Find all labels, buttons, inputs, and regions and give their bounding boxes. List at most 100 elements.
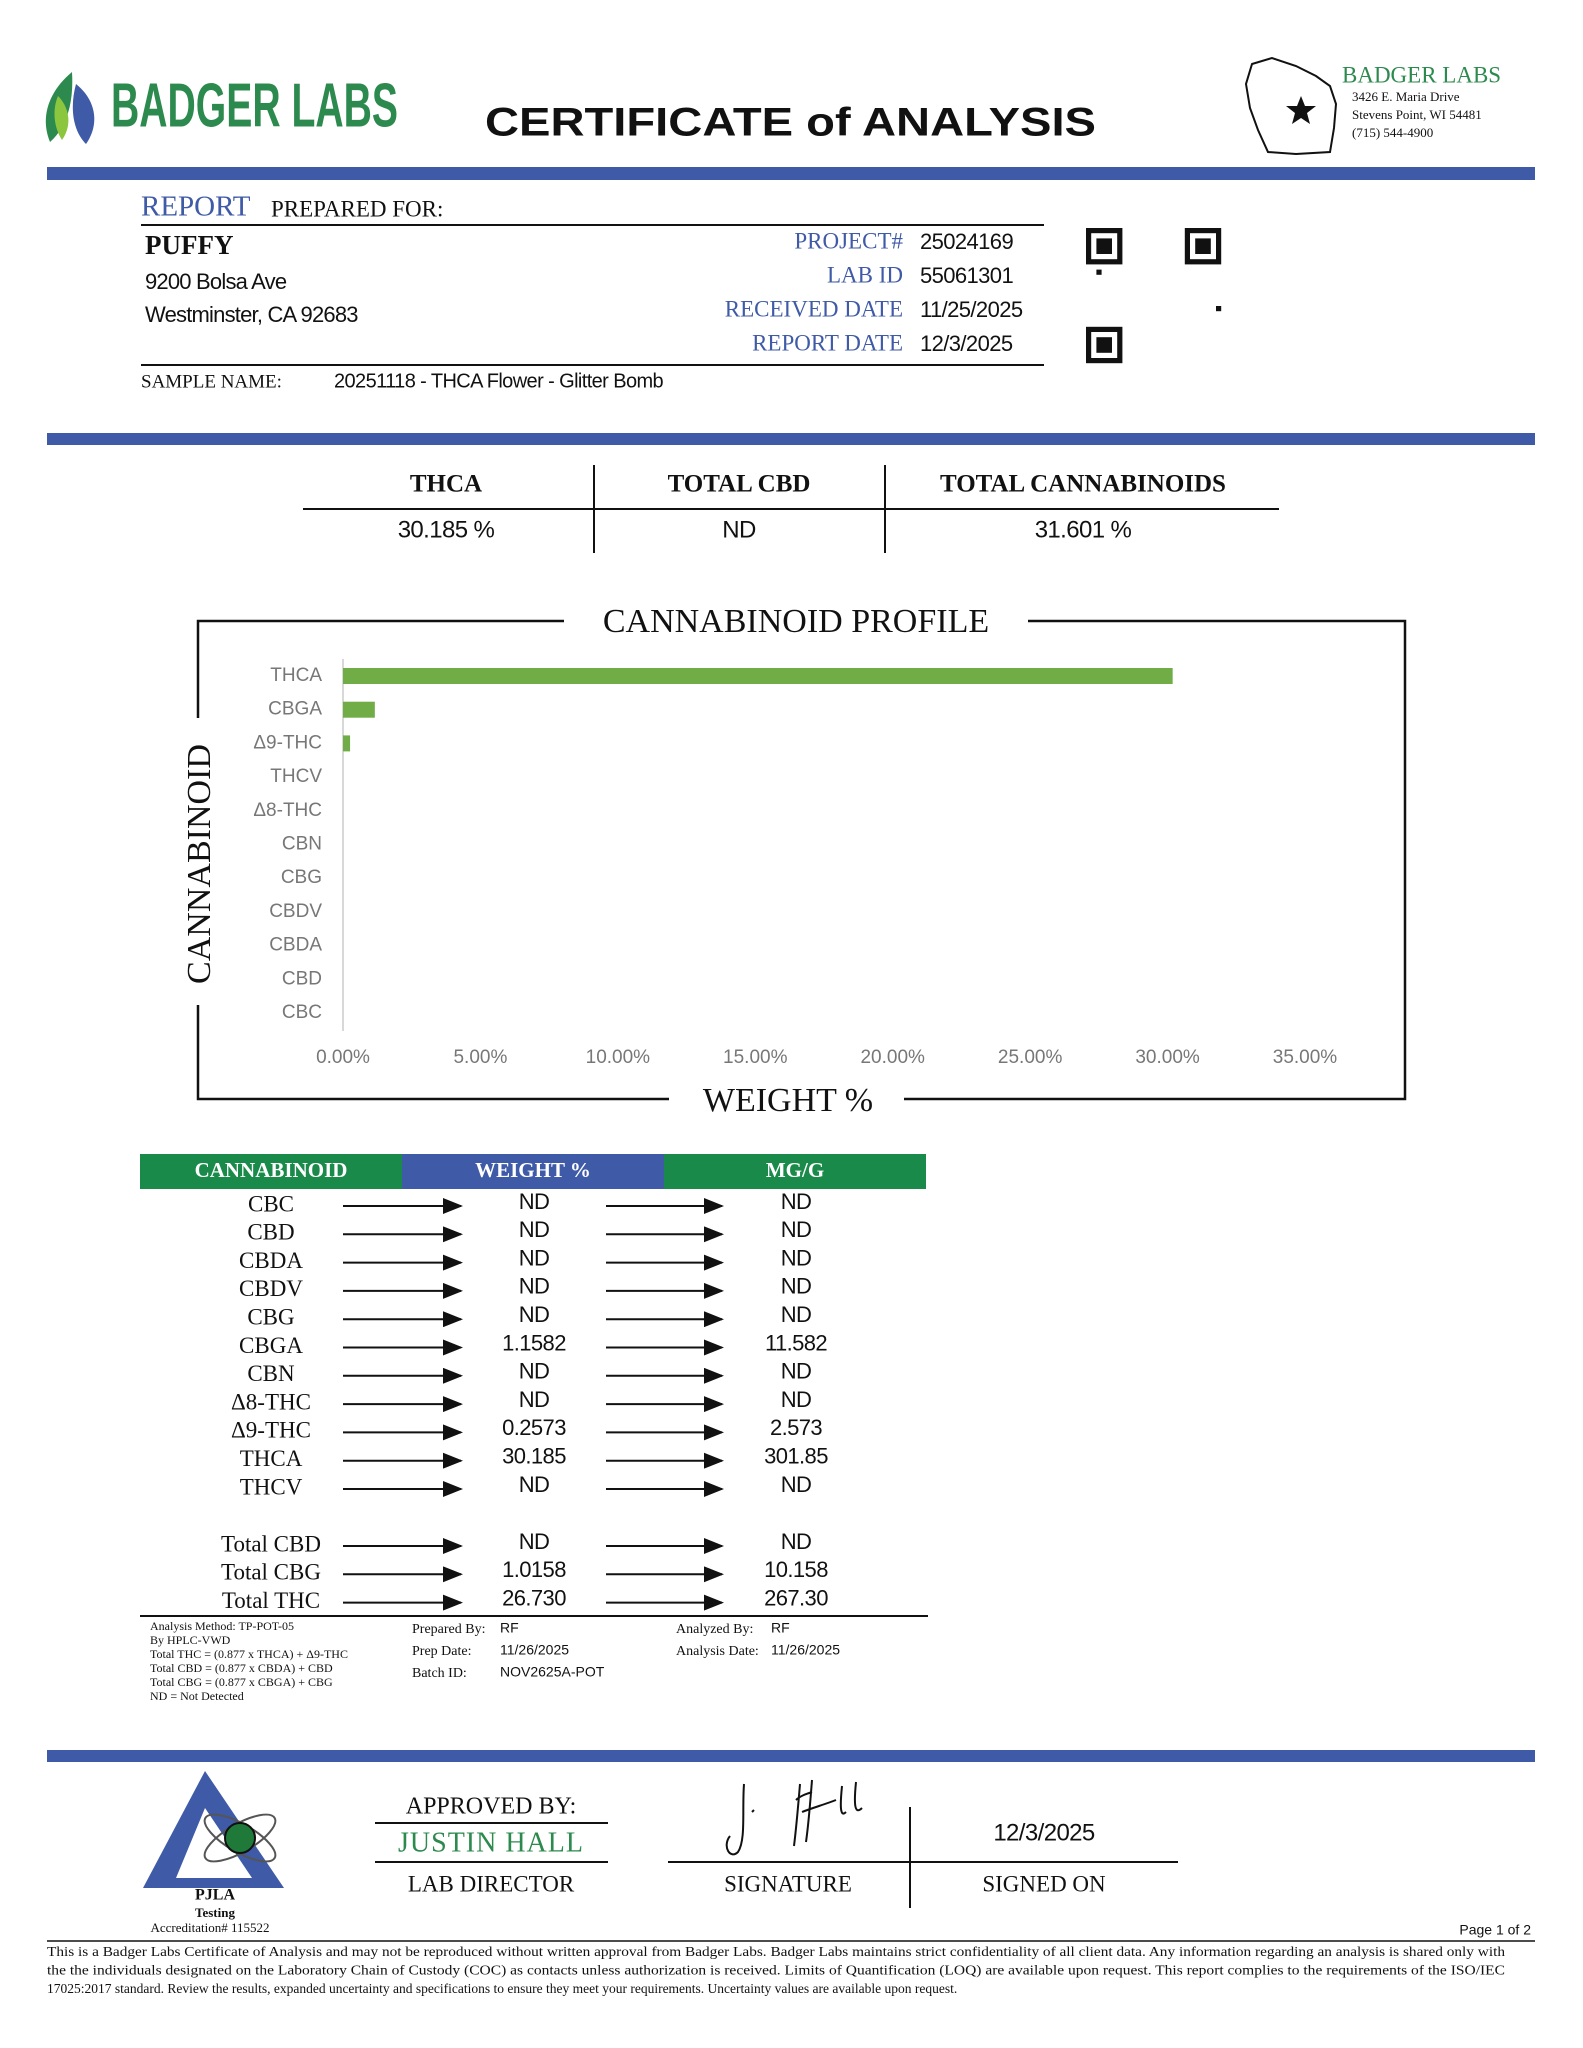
cannabinoid-name: THCV	[240, 1474, 303, 1499]
qr-finder	[1096, 337, 1112, 353]
field-value: 55061301	[920, 263, 1013, 288]
x-tick-label: 15.00%	[723, 1047, 788, 1068]
mg-value: ND	[781, 1472, 812, 1497]
approver-title: LAB DIRECTOR	[408, 1871, 575, 1896]
table-header-cell	[140, 1154, 402, 1189]
weight-value: ND	[519, 1217, 550, 1242]
analysis-note: By HPLC-VWD	[150, 1633, 231, 1647]
divider-bar	[47, 167, 1535, 180]
summary-label: TOTAL CBD	[668, 471, 811, 498]
prep-value: RF	[500, 1620, 519, 1636]
y-tick-label: THCV	[270, 766, 322, 787]
table-header: WEIGHT %	[475, 1158, 591, 1182]
y-tick-label: CBGA	[268, 699, 322, 720]
x-tick-label: 5.00%	[453, 1047, 507, 1068]
mg-value: 10.158	[764, 1557, 828, 1582]
table-header: MG/G	[766, 1158, 824, 1182]
field-label: PROJECT#	[794, 228, 903, 253]
field-value: 25024169	[920, 229, 1013, 254]
report-label-rest: PREPARED FOR:	[271, 196, 443, 221]
mg-value: 267.30	[764, 1585, 828, 1610]
weight-value: 0.2573	[502, 1415, 566, 1440]
table-header-cell	[664, 1154, 926, 1189]
cannabinoid-name: CBGA	[239, 1333, 303, 1358]
y-tick-label: CBD	[282, 968, 322, 989]
cannabinoid-name: Δ9-THC	[231, 1418, 311, 1443]
cannabinoid-name: CBD	[247, 1220, 294, 1245]
summary-label: TOTAL CANNABINOIDS	[940, 471, 1226, 498]
mg-value: ND	[781, 1217, 812, 1242]
table-header-cell	[402, 1154, 664, 1189]
weight-value: ND	[519, 1472, 550, 1497]
mg-value: ND	[781, 1529, 812, 1554]
prep-value: NOV2625A-POT	[500, 1664, 605, 1680]
y-axis-label: CANNABINOID	[181, 744, 218, 984]
mg-value: ND	[781, 1302, 812, 1327]
page-number: Page 1 of 2	[1459, 1922, 1531, 1938]
signed-on-label: SIGNED ON	[982, 1871, 1106, 1896]
field-label: LAB ID	[827, 262, 903, 287]
weight-value: 1.0158	[502, 1557, 566, 1582]
weight-value: ND	[519, 1189, 550, 1214]
weight-value: ND	[519, 1529, 550, 1554]
signature-scribble	[725, 1779, 863, 1856]
weight-value: ND	[519, 1359, 550, 1384]
y-tick-label: CBN	[282, 834, 322, 855]
y-tick-label: CBDA	[269, 935, 322, 956]
y-tick-label: CBG	[281, 867, 322, 888]
y-tick-label: CBDV	[269, 901, 322, 922]
analysis-value: 11/26/2025	[771, 1642, 840, 1658]
sample-name: 20251118 - THCA Flower - Glitter Bomb	[334, 370, 664, 392]
signature-label: SIGNATURE	[724, 1871, 852, 1896]
approved-by: APPROVED BY:	[406, 1794, 577, 1820]
cannabinoid-name: CBC	[248, 1191, 294, 1216]
x-tick-label: 30.00%	[1135, 1047, 1200, 1068]
star-icon	[1286, 96, 1316, 124]
qr-finder	[1096, 238, 1112, 254]
analysis-value: RF	[771, 1620, 790, 1636]
disclaimer-line: the the individuals designated on the La…	[47, 1963, 1505, 1978]
mg-value: 301.85	[764, 1444, 828, 1469]
logo-leaf	[72, 84, 95, 144]
disclaimer-line: This is a Badger Labs Certificate of Ana…	[47, 1944, 1505, 1959]
field-value: 11/25/2025	[920, 297, 1023, 322]
y-tick-label: Δ8-THC	[253, 800, 322, 821]
pjla-triangle-inner	[176, 1808, 252, 1878]
pjla-sub: Testing	[195, 1905, 235, 1920]
x-tick-label: 20.00%	[860, 1047, 925, 1068]
mg-value: 2.573	[770, 1415, 822, 1440]
summary-value: ND	[722, 516, 756, 543]
cannabinoid-name: CBDA	[239, 1248, 303, 1273]
lab-address: Stevens Point, WI 54481	[1352, 107, 1482, 122]
x-tick-label: 25.00%	[998, 1047, 1063, 1068]
report-label: REPORT	[141, 191, 251, 223]
x-tick-label: 10.00%	[586, 1047, 651, 1068]
bar	[343, 668, 1173, 684]
logo-leaf	[54, 96, 69, 140]
mg-value: ND	[781, 1274, 812, 1299]
accreditation: Accreditation# 115522	[150, 1920, 269, 1935]
client-address: Westminster, CA 92683	[145, 302, 358, 327]
field-value: 12/3/2025	[920, 331, 1013, 356]
prep-label: Batch ID:	[412, 1666, 467, 1681]
mg-value: ND	[781, 1189, 812, 1214]
qr-module	[1216, 306, 1222, 312]
cannabinoid-name: THCA	[240, 1446, 303, 1471]
prep-label: Prepared By:	[412, 1622, 485, 1637]
logo-text: BADGER LABS	[111, 71, 398, 140]
chart-frame	[196, 619, 1407, 1101]
divider-bar	[47, 1750, 1535, 1762]
cannabinoid-name: Total CBD	[221, 1531, 321, 1556]
x-tick-label: 0.00%	[316, 1047, 370, 1068]
analysis-note: Analysis Method: TP-POT-05	[150, 1619, 294, 1633]
analysis-label: Analyzed By:	[676, 1622, 753, 1637]
pjla-name: PJLA	[195, 1887, 235, 1904]
client-name: PUFFY	[145, 230, 233, 260]
analysis-note: ND = Not Detected	[150, 1689, 244, 1703]
mg-value: 11.582	[765, 1330, 827, 1355]
bar	[343, 701, 375, 718]
y-tick-label: Δ9-THC	[253, 732, 322, 753]
mg-value: ND	[781, 1359, 812, 1384]
weight-value: ND	[519, 1302, 550, 1327]
